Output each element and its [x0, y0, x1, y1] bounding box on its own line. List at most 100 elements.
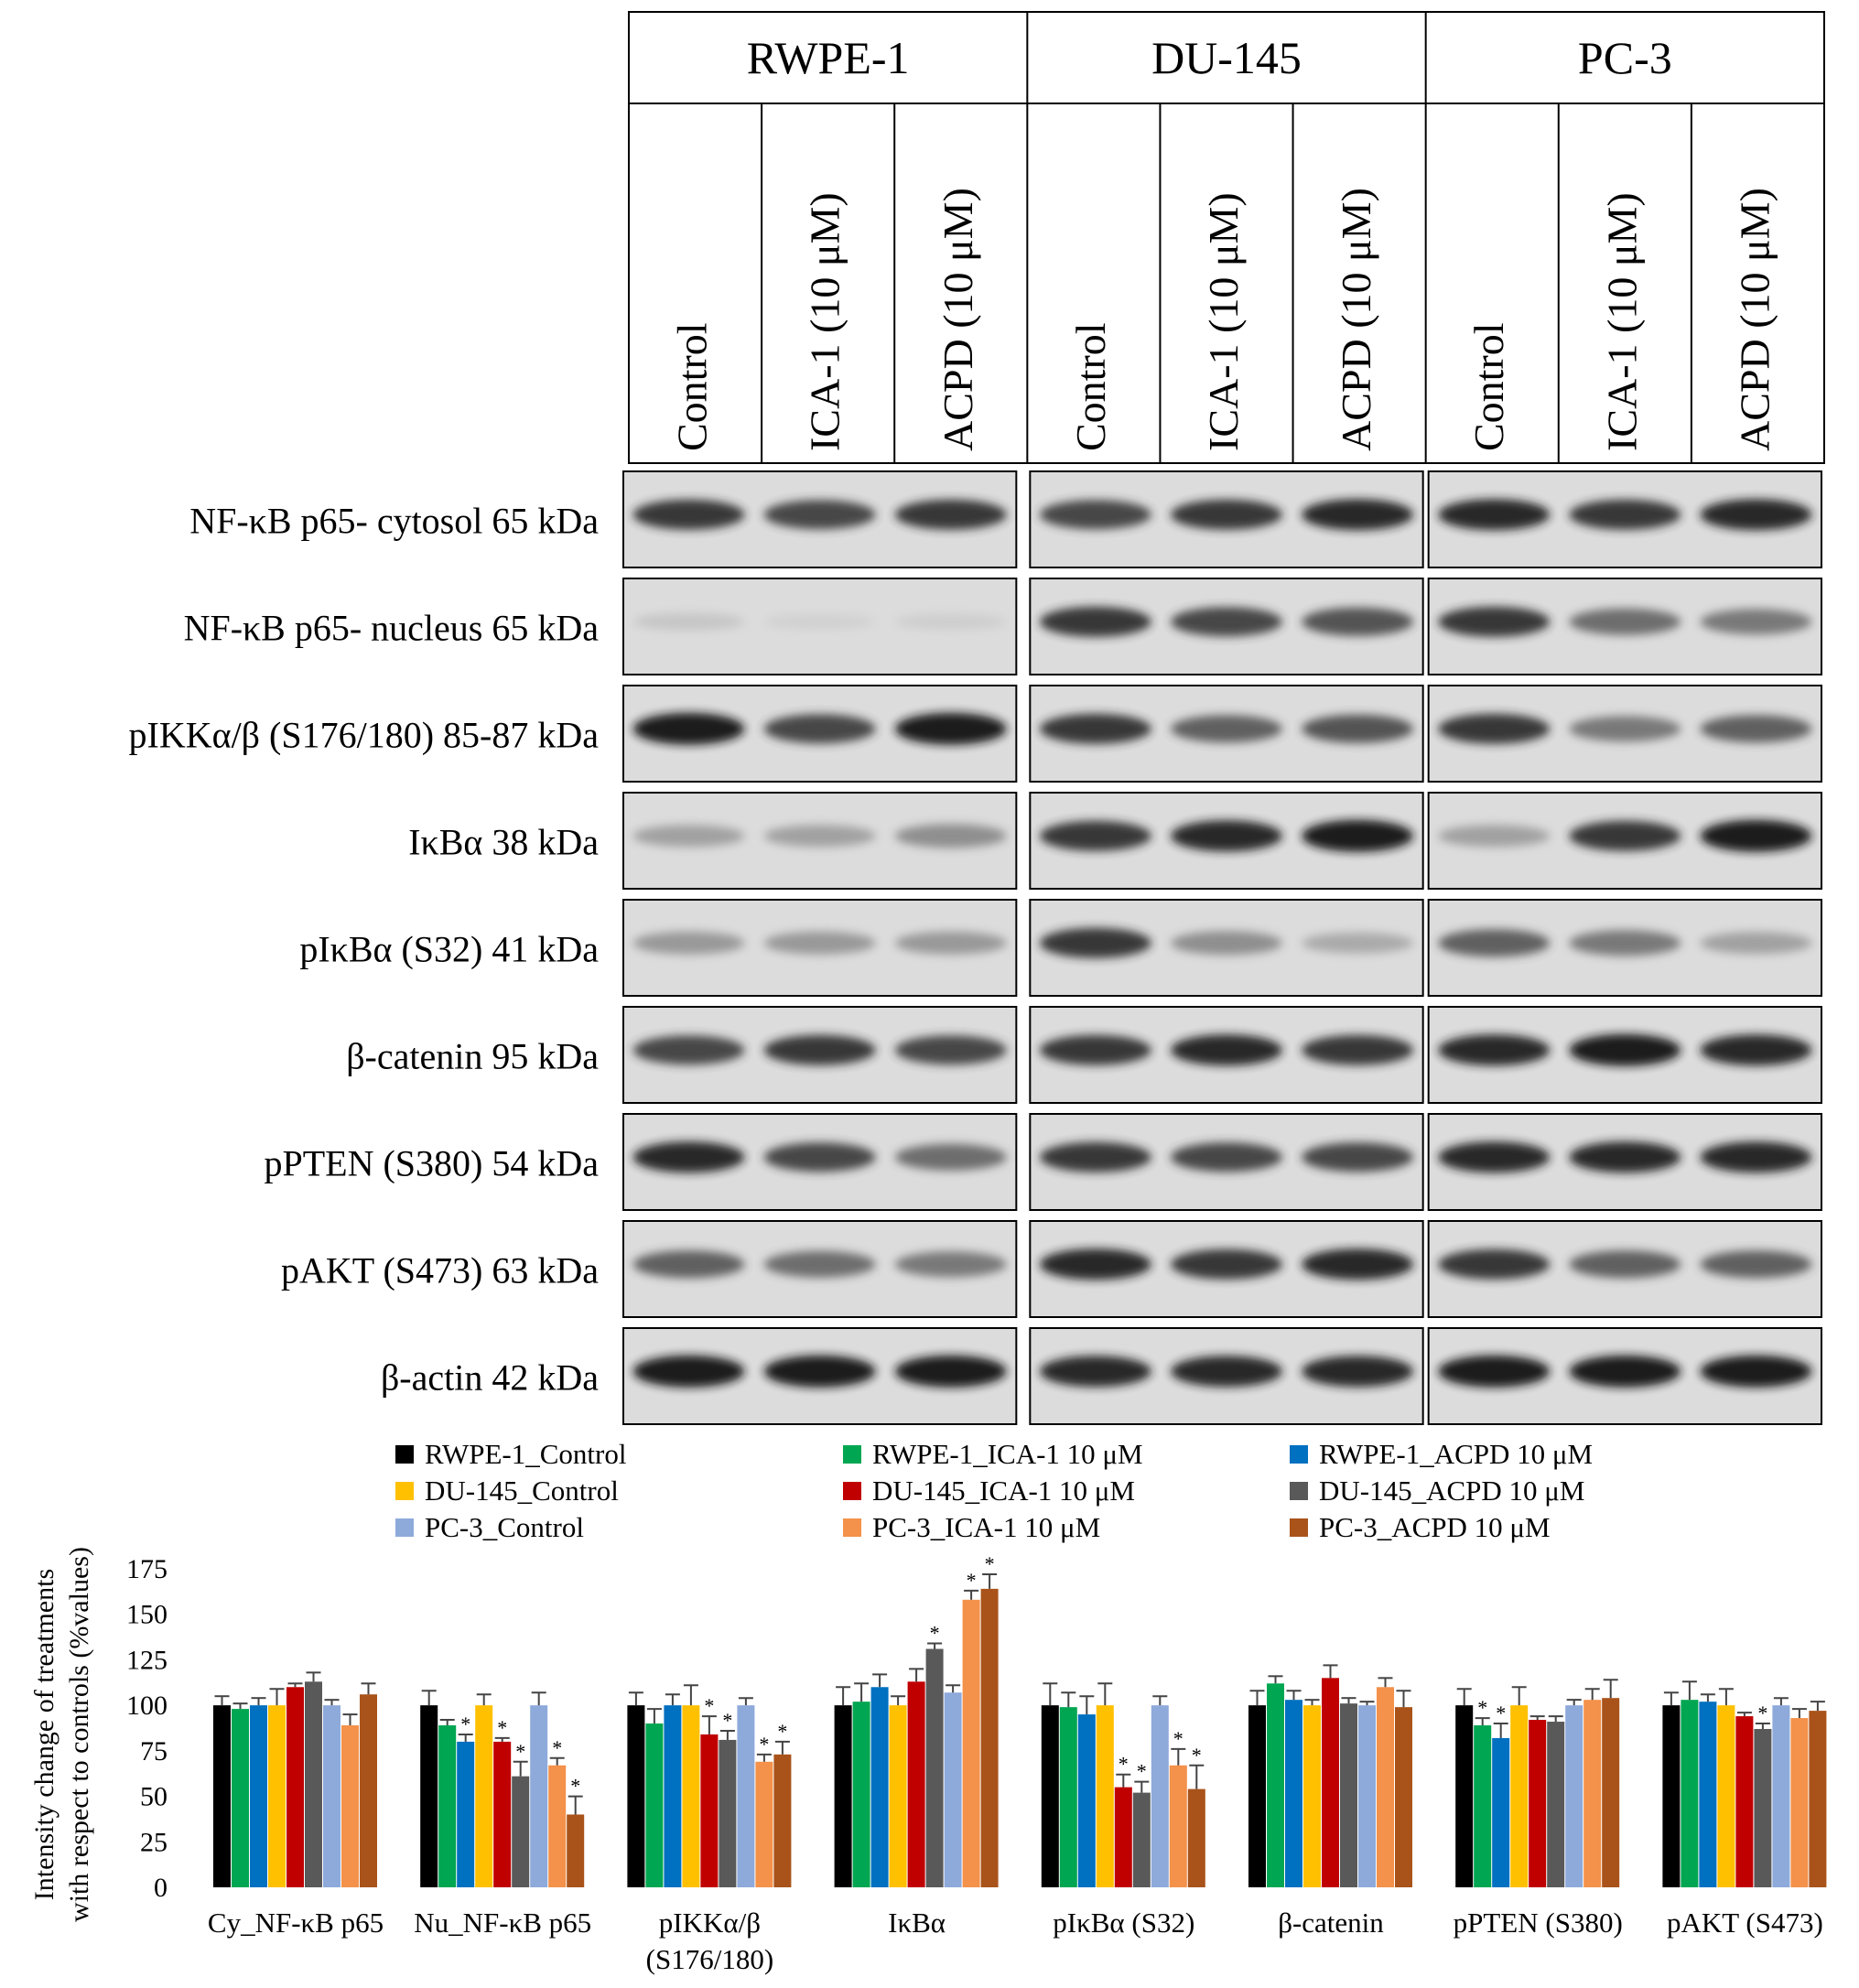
legend-entry-rwpe-1-acpd-10-m: RWPE-1_ACPD 10 μM [1319, 1438, 1593, 1470]
bar-rwpe-1-ica-1-10-m-ppten-s380 [1474, 1725, 1492, 1887]
protein-band [1569, 1033, 1681, 1066]
bar-du-145-control-pi-b-s32 [1096, 1705, 1114, 1887]
x-tick-label-pakt-s473: pAKT (S473) [1667, 1907, 1823, 1939]
protein-band [1171, 1034, 1282, 1066]
protein-band [894, 499, 1007, 530]
x-tick-label-pikk-s176-180: pIKKα/β [659, 1907, 761, 1939]
protein-band [1438, 825, 1551, 848]
significance-marker: * [1477, 1696, 1487, 1719]
bar-du-145-control-catenin [1303, 1705, 1321, 1887]
bar-pc-3-ica-1-10-m-ppten-s380 [1583, 1700, 1602, 1887]
bar-du-145-acpd-10-m-pi-b-s32 [1132, 1792, 1151, 1887]
protein-band [894, 1143, 1007, 1171]
protein-band [894, 824, 1007, 848]
protein-band [894, 712, 1007, 745]
blot-rows-group: NF-κB p65- cytosol 65 kDa NF-κB p65- nucl… [129, 470, 1822, 1425]
header-frame [628, 11, 1825, 464]
protein-band [1039, 713, 1151, 744]
x-axis-labels: Cy_NF-κB p65 Nu_NF-κB p65 pIKKα/β (S176/180… [208, 1907, 1823, 1975]
bar-pc-3-acpd-10-m-i-b [980, 1588, 999, 1887]
protein-band [1302, 607, 1414, 636]
blot-header-group: RWPE-1 Control ICA-1 (10 μM) ACPD (10 μM) DU… [628, 11, 1825, 464]
bar-rwpe-1-control-ppten-s380 [1455, 1705, 1474, 1887]
significance-marker: * [497, 1716, 507, 1739]
protein-band [1302, 819, 1414, 852]
bar-rwpe-1-acpd-10-m-cy-nf-b-p65 [250, 1705, 267, 1887]
protein-band [763, 1034, 876, 1065]
bar-rwpe-1-acpd-10-m-i-b [870, 1687, 889, 1887]
protein-band [1302, 499, 1414, 531]
bar-chart: RWPE-1_Control RWPE-1_ICA-1 10 μM RWPE-1_A… [29, 1438, 1827, 1975]
protein-band [632, 1250, 745, 1279]
legend-swatch [395, 1482, 414, 1500]
bar-pc-3-control-catenin [1358, 1705, 1376, 1887]
significance-marker: * [1137, 1760, 1147, 1783]
bar-pc-3-control-ppten-s380 [1565, 1705, 1583, 1887]
legend-swatch [843, 1445, 861, 1464]
protein-band [1171, 607, 1282, 637]
protein-band [1700, 1355, 1812, 1388]
bar-du-145-acpd-10-m-pakt-s473 [1754, 1728, 1772, 1887]
bar-pc-3-acpd-10-m-ppten-s380 [1602, 1698, 1620, 1887]
bar-du-145-ica-1-10-m-catenin [1322, 1678, 1339, 1887]
protein-band [763, 500, 876, 530]
significance-marker: * [967, 1569, 977, 1592]
significance-marker: * [552, 1736, 562, 1759]
treatment-label-control: Control [1465, 322, 1512, 451]
western-blot-panel: RWPE-1 Control ICA-1 (10 μM) ACPD (10 μM) DU… [129, 11, 1825, 1425]
protein-band [1700, 932, 1812, 955]
y-tick-label: 150 [126, 1600, 168, 1630]
protein-band [1039, 927, 1151, 958]
legend-swatch [395, 1445, 414, 1464]
significance-marker: * [759, 1733, 769, 1756]
bar-pc-3-control-i-b [944, 1692, 962, 1887]
x-tick-label-catenin: β-catenin [1278, 1907, 1384, 1939]
y-tick-label: 50 [140, 1782, 168, 1812]
protein-band [1171, 820, 1282, 852]
treatment-label-ica-1-10-m: ICA-1 (10 μM) [802, 192, 848, 451]
protein-band [894, 613, 1007, 631]
protein-band [1569, 716, 1681, 742]
chart-legend: RWPE-1_Control RWPE-1_ICA-1 10 μM RWPE-1_A… [395, 1438, 1593, 1543]
protein-band [1569, 930, 1681, 956]
y-axis-label-line-1: Intensity change of treatments [29, 1569, 59, 1900]
protein-band [1438, 1248, 1551, 1280]
treatment-label-acpd-10-m: ACPD (10 μM) [1333, 188, 1379, 451]
protein-band [763, 714, 876, 744]
x-tick-label-ppten-s380: pPTEN (S380) [1454, 1907, 1623, 1939]
bar-rwpe-1-ica-1-10-m-pikk-s176-180 [645, 1723, 664, 1887]
legend-swatch [1290, 1445, 1308, 1464]
bar-rwpe-1-ica-1-10-m-nu-nf-b-p65 [438, 1725, 457, 1887]
protein-band [1039, 500, 1151, 530]
bar-pc-3-acpd-10-m-pakt-s473 [1809, 1711, 1827, 1887]
y-tick-label: 175 [126, 1554, 168, 1584]
bar-pc-3-ica-1-10-m-pikk-s176-180 [755, 1761, 773, 1887]
significance-marker: * [460, 1712, 470, 1735]
blot-row-label-nf-b-p65-cytosol-65-kda: NF-κB p65- cytosol 65 kDa [189, 501, 599, 542]
bar-rwpe-1-control-pikk-s176-180 [627, 1705, 645, 1887]
significance-marker: * [722, 1709, 732, 1732]
protein-band [894, 931, 1007, 955]
treatment-label-acpd-10-m: ACPD (10 μM) [935, 188, 981, 451]
protein-band [1302, 1248, 1414, 1280]
protein-band [632, 1141, 745, 1173]
x-tick-label-pi-b-s32: pIκBα (S32) [1053, 1907, 1194, 1939]
protein-band [1700, 819, 1812, 852]
protein-band [1171, 1248, 1282, 1280]
bar-rwpe-1-control-pi-b-s32 [1041, 1705, 1059, 1887]
bar-pc-3-control-nu-nf-b-p65 [530, 1705, 548, 1887]
protein-band [632, 712, 745, 745]
bar-pc-3-control-pikk-s176-180 [737, 1705, 755, 1887]
significance-marker: * [1173, 1727, 1183, 1750]
bar-rwpe-1-ica-1-10-m-catenin [1267, 1683, 1284, 1887]
protein-band [763, 931, 876, 955]
bar-pc-3-control-pakt-s473 [1772, 1705, 1790, 1887]
bar-pc-3-ica-1-10-m-catenin [1377, 1687, 1394, 1887]
bar-rwpe-1-acpd-10-m-nu-nf-b-p65 [457, 1741, 475, 1887]
legend-entry-pc-3-control: PC-3_Control [425, 1511, 584, 1543]
protein-band [1438, 1355, 1551, 1388]
x-tick-label-pikk-s176-180: (S176/180) [646, 1943, 774, 1975]
blot-row-label-pakt-s473-63-kda: pAKT (S473) 63 kDa [281, 1250, 599, 1291]
x-tick-label-i-b: IκBα [888, 1907, 946, 1939]
protein-band [1171, 715, 1282, 743]
